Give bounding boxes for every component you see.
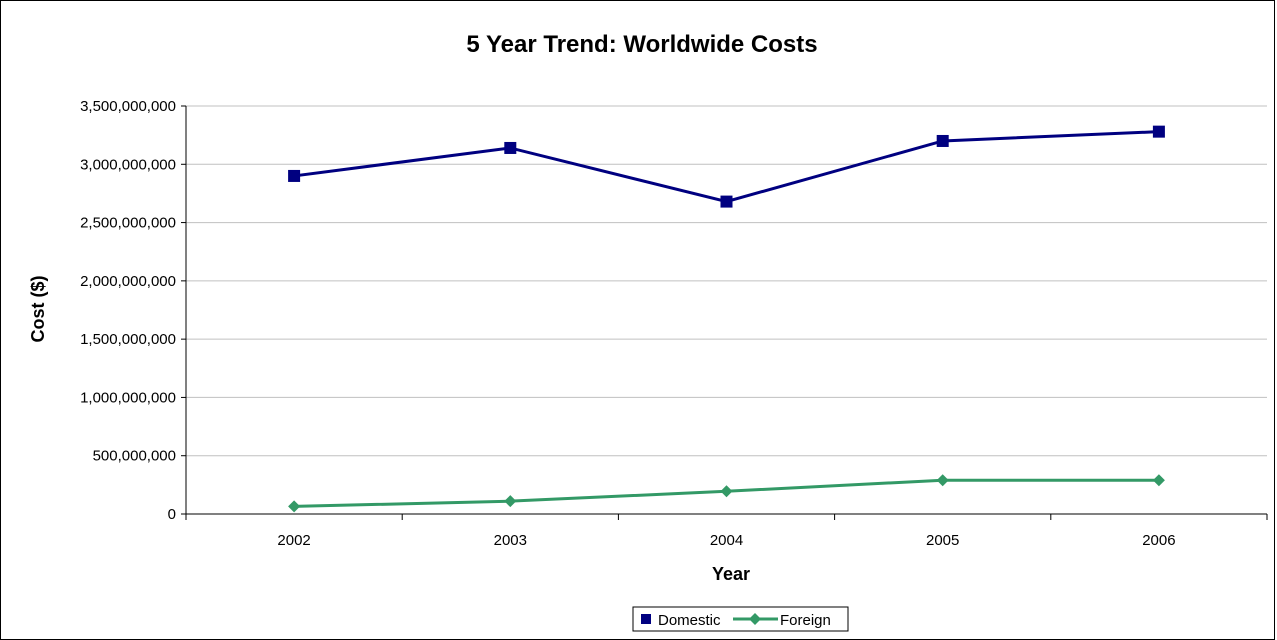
x-axis-ticks: 2002 2003 2004 2005 2006 (185, 514, 1268, 549)
x-axis-label: Year (712, 564, 750, 584)
y-axis-ticks: 0 500,000,000 1,000,000,000 1,500,000,000 2,… (80, 98, 186, 523)
series-layer (288, 125, 1165, 513)
foreign-point (504, 495, 517, 508)
y-tick-label: 3,000,000,000 (80, 156, 176, 173)
y-axis-label: Cost ($) (28, 275, 48, 342)
domestic-point (504, 141, 517, 154)
domestic-line (293, 130, 1159, 204)
x-tick-label: 2002 (277, 532, 310, 549)
legend-foreign-marker (749, 613, 761, 625)
domestic-point (936, 134, 949, 147)
axes (185, 106, 1267, 515)
x-tick-label: 2005 (926, 532, 959, 549)
y-tick-label: 500,000,000 (93, 448, 176, 465)
y-tick-label: 3,500,000,000 (80, 98, 176, 115)
y-tick-label: 0 (168, 506, 176, 523)
legend-domestic-label: Domestic (658, 612, 721, 629)
y-tick-label: 2,000,000,000 (80, 273, 176, 290)
foreign-point (1152, 474, 1165, 487)
legend-foreign-label: Foreign (780, 612, 831, 629)
chart-title: 5 Year Trend: Worldwide Costs (466, 31, 817, 58)
foreign-point (936, 474, 949, 487)
gridlines (186, 105, 1267, 457)
legend-domestic-marker (641, 614, 651, 624)
x-tick-label: 2004 (710, 532, 743, 549)
x-tick-label: 2003 (494, 532, 527, 549)
foreign-point (720, 485, 733, 498)
domestic-point (288, 169, 301, 182)
domestic-point (720, 195, 733, 208)
domestic-point (1152, 125, 1165, 138)
y-tick-label: 2,500,000,000 (80, 215, 176, 232)
x-tick-label: 2006 (1142, 532, 1175, 549)
legend: Domestic Foreign (632, 606, 849, 632)
y-tick-label: 1,500,000,000 (80, 331, 176, 348)
y-tick-label: 1,000,000,000 (80, 389, 176, 406)
foreign-point (288, 500, 301, 513)
